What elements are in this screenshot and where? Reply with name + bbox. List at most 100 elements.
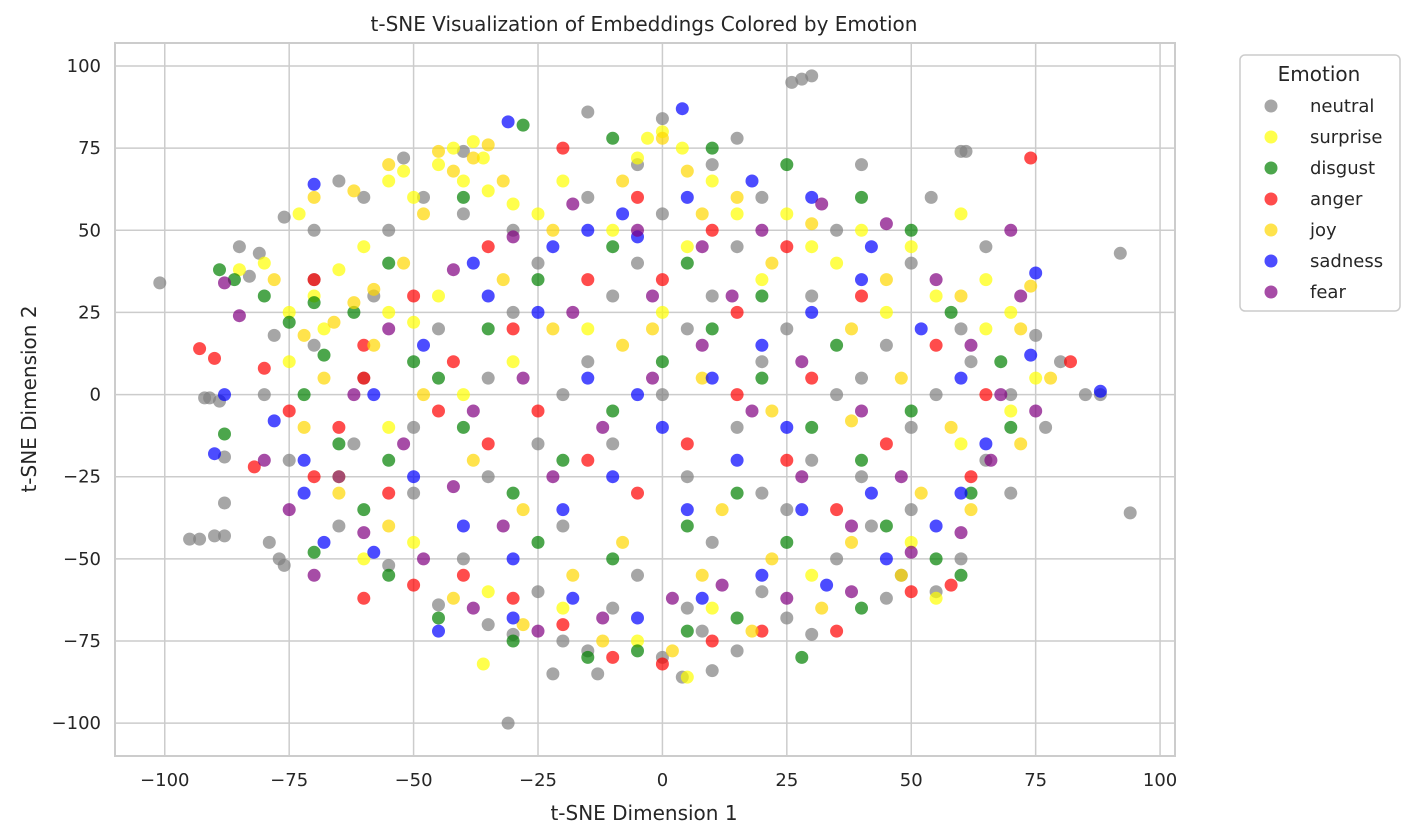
point-anger	[357, 371, 371, 385]
point-neutral	[730, 644, 744, 658]
point-joy	[695, 207, 709, 221]
point-surprise	[506, 197, 520, 211]
point-neutral	[606, 289, 620, 303]
point-fear	[596, 420, 610, 434]
point-joy	[417, 207, 430, 221]
point-neutral	[432, 598, 445, 612]
point-disgust	[282, 315, 296, 329]
point-sadness	[979, 437, 993, 451]
point-neutral	[1054, 355, 1067, 369]
point-disgust	[730, 486, 744, 500]
point-disgust	[481, 322, 495, 336]
legend-label-disgust: disgust	[1310, 158, 1375, 179]
point-joy	[1014, 437, 1028, 451]
point-surprise	[631, 151, 644, 165]
point-anger	[830, 624, 844, 638]
point-joy	[496, 273, 510, 287]
point-sadness	[581, 371, 595, 385]
point-surprise	[979, 273, 993, 287]
point-surprise	[1029, 371, 1043, 385]
point-joy	[446, 164, 460, 178]
point-disgust	[680, 256, 694, 270]
point-surprise	[879, 305, 893, 319]
point-sadness	[531, 305, 545, 319]
point-neutral	[954, 552, 968, 566]
point-disgust	[904, 223, 918, 237]
point-fear	[466, 404, 480, 418]
point-fear	[1014, 289, 1028, 303]
point-joy	[845, 322, 858, 336]
point-anger	[631, 486, 644, 500]
point-neutral	[929, 388, 943, 402]
point-neutral	[218, 496, 231, 510]
legend-label-joy: joy	[1309, 220, 1337, 241]
x-tick-label: 50	[900, 770, 923, 791]
y-tick-label: −25	[63, 467, 101, 488]
point-disgust	[332, 437, 346, 451]
point-anger	[481, 240, 495, 254]
y-tick-label: 75	[78, 138, 101, 159]
point-neutral	[780, 322, 794, 336]
point-joy	[267, 273, 281, 287]
point-neutral	[755, 190, 769, 204]
point-neutral	[556, 388, 570, 402]
point-neutral	[680, 322, 694, 336]
point-neutral	[705, 535, 719, 549]
x-tick-label: −100	[140, 770, 189, 791]
point-surprise	[655, 305, 669, 319]
point-sadness	[680, 190, 694, 204]
point-disgust	[357, 503, 371, 517]
point-neutral	[959, 144, 973, 158]
point-sadness	[501, 115, 515, 129]
point-joy	[616, 174, 630, 188]
point-sadness	[297, 486, 311, 500]
point-fear	[964, 338, 978, 352]
point-joy	[845, 535, 858, 549]
point-sadness	[432, 624, 445, 638]
point-anger	[606, 650, 620, 664]
point-neutral	[1029, 328, 1043, 342]
point-anger	[556, 618, 570, 632]
point-neutral	[805, 289, 819, 303]
point-disgust	[855, 601, 868, 615]
point-fear	[755, 223, 769, 237]
point-anger	[307, 470, 321, 484]
point-fear	[1004, 223, 1018, 237]
point-joy	[1044, 371, 1058, 385]
point-fear	[347, 388, 361, 402]
point-disgust	[929, 552, 943, 566]
point-neutral	[357, 190, 371, 204]
point-neutral	[730, 240, 744, 254]
point-disgust	[382, 453, 396, 467]
point-anger	[446, 355, 460, 369]
point-neutral	[855, 371, 868, 385]
point-surprise	[805, 568, 819, 582]
point-sadness	[805, 305, 819, 319]
point-fear	[566, 197, 580, 211]
point-joy	[566, 568, 580, 582]
y-tick-label: 25	[78, 302, 101, 323]
point-anger	[904, 585, 918, 599]
point-joy	[347, 296, 361, 310]
point-neutral	[805, 627, 819, 641]
point-surprise	[705, 174, 719, 188]
point-joy	[481, 138, 495, 152]
point-neutral	[218, 529, 231, 543]
x-tick-label: 25	[775, 770, 798, 791]
point-surprise	[382, 420, 396, 434]
point-anger	[357, 591, 371, 605]
point-anger	[282, 404, 296, 418]
point-neutral	[407, 486, 421, 500]
point-joy	[347, 184, 361, 198]
point-neutral	[705, 289, 719, 303]
point-neutral	[208, 529, 221, 543]
point-sadness	[456, 519, 470, 533]
point-disgust	[257, 289, 271, 303]
point-fear	[815, 197, 829, 211]
point-disgust	[855, 453, 868, 467]
point-neutral	[964, 355, 978, 369]
point-neutral	[780, 503, 794, 517]
point-anger	[257, 361, 271, 375]
point-surprise	[954, 207, 968, 221]
point-sadness	[864, 486, 878, 500]
